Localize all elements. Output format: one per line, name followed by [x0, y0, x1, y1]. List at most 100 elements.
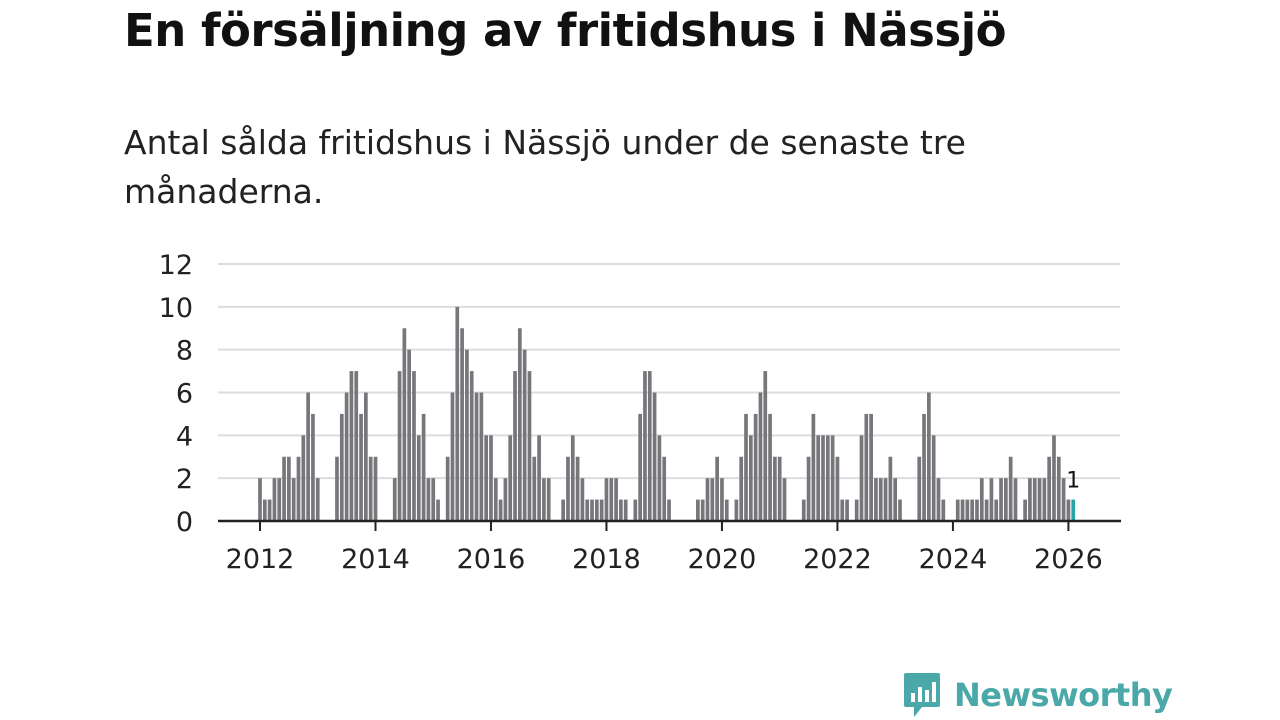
bar	[455, 306, 460, 521]
bar	[532, 456, 537, 521]
bar	[763, 371, 768, 521]
bar	[258, 478, 262, 521]
bar	[874, 478, 878, 521]
bar	[614, 478, 618, 521]
bar	[999, 478, 1003, 521]
bar	[503, 478, 508, 521]
bar	[753, 413, 758, 521]
bar	[830, 435, 835, 521]
chart-title: En försäljning av fritidshus i Nässjö	[124, 4, 1007, 57]
y-tick-label: 6	[176, 379, 193, 410]
bar	[657, 435, 662, 521]
bar	[599, 499, 604, 521]
bar	[287, 456, 291, 521]
bar	[315, 478, 320, 521]
bar	[734, 499, 739, 521]
bar	[662, 456, 667, 521]
bar	[739, 456, 744, 521]
bar	[469, 371, 474, 521]
bar	[392, 478, 397, 521]
chart-subtitle: Antal sålda fritidshus i Nässjö under de…	[124, 123, 966, 211]
brand-name: Newsworthy	[954, 676, 1173, 714]
bar	[272, 478, 277, 521]
bar	[1028, 478, 1032, 521]
bar	[1042, 478, 1047, 521]
bar	[619, 499, 623, 521]
x-tick-label: 2012	[226, 544, 295, 575]
bar	[931, 435, 936, 521]
y-tick-label: 8	[176, 336, 193, 367]
bar	[339, 413, 344, 521]
bar	[609, 478, 614, 521]
bar	[1023, 499, 1027, 521]
x-axis-ticks: 2012 2014 2016 2018 2020 2022 2024 2026	[226, 521, 1103, 575]
bar	[748, 435, 753, 521]
bar	[301, 435, 306, 521]
bar	[854, 499, 859, 521]
bar	[922, 413, 926, 521]
bar	[898, 499, 902, 521]
bar	[561, 499, 566, 521]
bar	[368, 456, 373, 521]
bar	[811, 413, 816, 521]
y-tick-label: 10	[159, 293, 193, 324]
bar	[590, 499, 594, 521]
bar	[647, 371, 652, 521]
bar	[623, 499, 628, 521]
bar	[373, 456, 378, 521]
bar	[696, 499, 700, 521]
bar	[282, 456, 286, 521]
bar	[527, 371, 532, 521]
bar	[1047, 456, 1052, 521]
bar	[431, 478, 436, 521]
bar	[311, 413, 315, 521]
bar	[768, 413, 772, 521]
bar	[840, 499, 845, 521]
bar	[465, 349, 469, 521]
bar	[927, 392, 931, 521]
y-axis-ticks: 0 2 4 6 8 10 12	[159, 250, 193, 538]
bar	[580, 478, 585, 521]
bar	[445, 456, 450, 521]
bar	[585, 499, 590, 521]
bar	[835, 456, 840, 521]
bar	[349, 371, 354, 521]
bar	[267, 499, 272, 521]
bar	[1066, 499, 1071, 521]
bar	[517, 328, 522, 521]
bar	[989, 478, 994, 521]
bar	[720, 478, 724, 521]
bar	[801, 499, 806, 521]
bar	[513, 371, 517, 521]
last-value-label: 1	[1066, 469, 1080, 494]
y-tick-label: 2	[176, 464, 193, 495]
bar	[537, 435, 541, 521]
y-tick-label: 12	[159, 250, 193, 281]
bar	[984, 499, 989, 521]
bar	[1061, 478, 1066, 521]
bar	[652, 392, 657, 521]
bar	[955, 499, 960, 521]
bar	[1013, 478, 1018, 521]
bar	[941, 499, 946, 521]
bar	[715, 456, 719, 521]
bar	[474, 392, 479, 521]
bar	[970, 499, 975, 521]
data-labels: 1	[1066, 469, 1080, 494]
y-tick-label: 4	[176, 421, 193, 452]
bar	[888, 456, 893, 521]
bar	[700, 499, 705, 521]
bar	[845, 499, 849, 521]
newsworthy-logo: Newsworthy	[902, 670, 1173, 720]
bar	[960, 499, 965, 521]
bar	[407, 349, 412, 521]
bar	[450, 392, 455, 521]
bar	[878, 478, 883, 521]
chat-bar-chart-icon	[904, 673, 940, 717]
x-tick-label: 2020	[688, 544, 757, 575]
bar	[306, 392, 310, 521]
bar	[773, 456, 777, 521]
bar	[633, 499, 638, 521]
bar	[821, 435, 825, 521]
bar	[859, 435, 864, 521]
